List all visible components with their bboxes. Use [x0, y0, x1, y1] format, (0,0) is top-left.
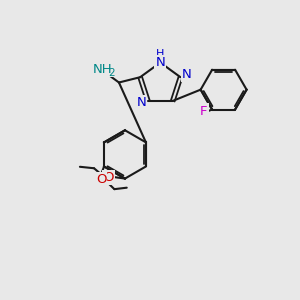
Text: 2: 2 [108, 68, 115, 78]
Text: F: F [200, 104, 208, 118]
Text: O: O [103, 171, 114, 184]
Text: N: N [155, 56, 165, 69]
Text: N: N [136, 96, 146, 109]
Text: NH: NH [93, 63, 112, 76]
Text: O: O [96, 173, 106, 186]
Text: H: H [156, 49, 164, 59]
Text: N: N [182, 68, 192, 81]
